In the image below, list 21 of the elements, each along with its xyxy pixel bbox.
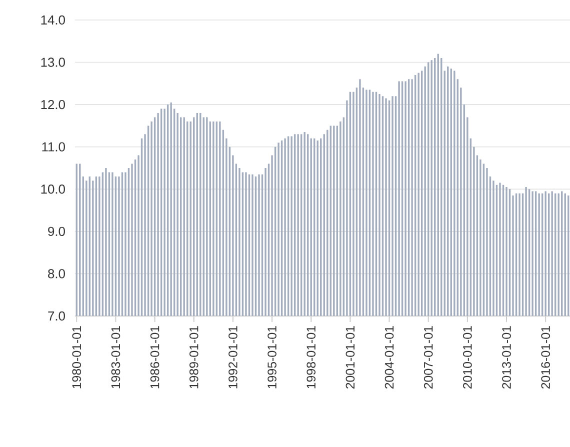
x-tick-label: 2007-01-01 xyxy=(424,326,433,389)
x-tick-label: 1992-01-01 xyxy=(228,326,238,388)
y-tick-label: 10.0 xyxy=(41,184,65,194)
y-tick-label: 11.0 xyxy=(42,142,65,152)
x-tick-label: 2004-01-01 xyxy=(384,326,394,389)
x-tick-label: 2016-01-01 xyxy=(541,326,550,389)
x-tick-label: 2010-01-01 xyxy=(463,326,472,389)
y-tick-label: 13.0 xyxy=(41,58,65,67)
y-tick-label: 14.0 xyxy=(41,15,65,25)
x-tick-label: 1989-01-01 xyxy=(189,326,198,388)
x-tick-label: 1995-01-01 xyxy=(268,326,276,388)
y-tick-label: 7.0 xyxy=(48,311,65,321)
x-tick-label: 1998-01-01 xyxy=(306,326,316,388)
x-tick-label: 2001-01-01 xyxy=(346,326,355,389)
x-tick-label: 1983-01-01 xyxy=(111,326,120,388)
y-tick-label: 12.0 xyxy=(41,100,65,110)
x-tick-label: 2013-01-01 xyxy=(502,326,511,389)
x-tick-label: 1980-01-01 xyxy=(72,326,82,388)
y-tick-label: 9.0 xyxy=(48,226,65,236)
y-tick-label: 8.0 xyxy=(48,269,65,278)
x-tick-label: 1986-01-01 xyxy=(150,326,160,388)
